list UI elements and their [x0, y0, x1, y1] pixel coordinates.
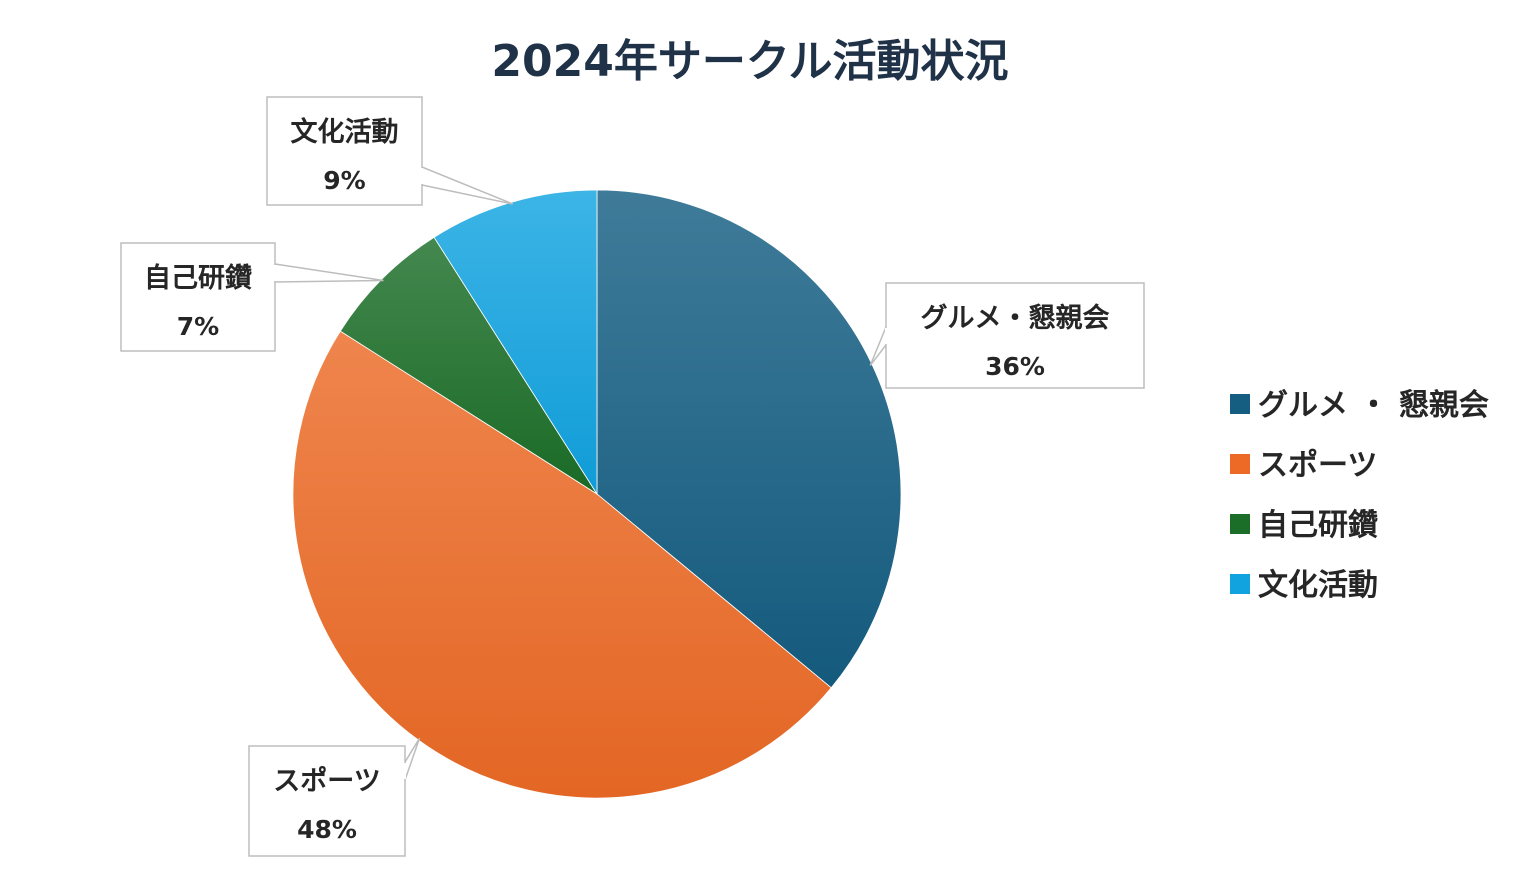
callout-leader-1 [869, 326, 887, 366]
callout-value-1: 36% [985, 352, 1045, 381]
callout-join-4 [420, 168, 423, 184]
callout-value-3: 7% [177, 312, 219, 341]
chart-title: 2024年サークル活動状況 [491, 36, 1008, 87]
callout-join-1 [885, 328, 888, 344]
callout-category-3: 自己研鑽 [144, 262, 252, 294]
callout-box-4 [266, 96, 423, 206]
legend-swatch-4 [1230, 574, 1250, 594]
legend-swatch-3 [1230, 514, 1250, 534]
callout-box-2 [248, 745, 406, 857]
legend-swatch-1 [1230, 394, 1250, 414]
callout-leader-4 [421, 165, 513, 205]
callout-leader-3 [274, 263, 384, 283]
legend-label-1: グルメ ・ 懇親会 [1258, 388, 1489, 423]
legend-swatch-2 [1230, 454, 1250, 474]
pie-slices [292, 189, 902, 799]
callout-category-4: 文化活動 [291, 116, 399, 148]
callout-value-2: 48% [297, 815, 357, 844]
callout-value-4: 9% [323, 166, 365, 195]
legend-label-2: スポーツ [1258, 448, 1377, 483]
pie-slice-4 [433, 189, 598, 496]
callout-leader-2 [404, 737, 421, 781]
callout-join-3 [273, 265, 276, 281]
callout-category-2: スポーツ [273, 766, 380, 797]
callout-category-1: グルメ・懇親会 [921, 302, 1110, 334]
pie-slice-1 [596, 189, 902, 689]
callout-join-2 [403, 763, 406, 779]
legend-label-3: 自己研鑽 [1258, 508, 1378, 543]
legend-label-4: 文化活動 [1258, 568, 1378, 603]
callout-box-3 [120, 242, 276, 352]
pie-slice-3 [339, 236, 598, 495]
callout-labels: グルメ・懇親会 36% スポーツ 48% 自己研鑽 7% 文化活動 9% [120, 96, 1145, 857]
